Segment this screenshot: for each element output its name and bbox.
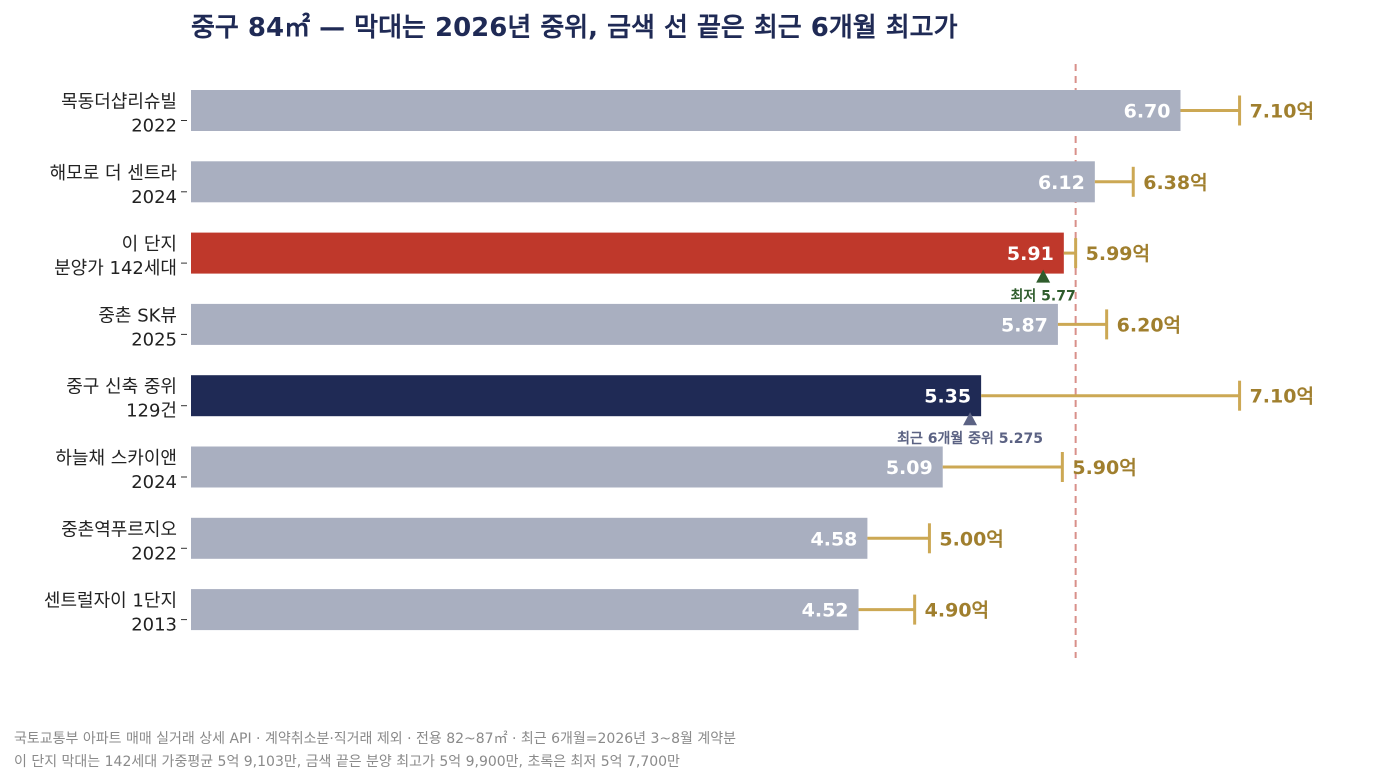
footnote-1: 국토교통부 아파트 매매 실거래 상세 API · 계약취소분·직거래 제외 ·… (14, 731, 736, 747)
bar (191, 161, 1095, 203)
category-sublabel: 2022 (131, 116, 177, 137)
bar (191, 90, 1181, 131)
bar-value-label: 4.58 (811, 528, 858, 550)
category-sublabel: 2025 (131, 329, 177, 350)
annotation-marker (1036, 269, 1051, 283)
category-sublabel: 2013 (131, 615, 177, 636)
category-label: 중구 신축 중위 (66, 377, 177, 398)
category-label: 중촌 SK뷰 (98, 305, 177, 326)
annotation-marker (963, 412, 978, 426)
category-label: 목동더샵리슈빌 (61, 92, 177, 113)
bar (191, 446, 943, 488)
bar (191, 232, 1064, 274)
bar-value-label: 6.70 (1124, 101, 1171, 123)
category-sublabel: 분양가 142세대 (54, 258, 177, 279)
category-sublabel: 2024 (131, 472, 177, 493)
chart-title: 중구 84㎡ — 막대는 2026년 중위, 금색 선 끝은 최근 6개월 최고… (191, 12, 958, 43)
bar-value-label: 5.35 (924, 386, 971, 408)
category-label: 센트럴자이 1단지 (44, 591, 177, 612)
category-label: 이 단지 (122, 234, 177, 255)
max-value-label: 5.00억 (939, 528, 1003, 550)
bar-value-label: 5.91 (1007, 243, 1054, 265)
max-value-label: 6.38억 (1143, 172, 1207, 194)
bar-value-label: 4.52 (802, 600, 849, 622)
max-value-label: 6.20억 (1117, 314, 1181, 336)
bar-value-label: 6.12 (1038, 172, 1085, 194)
category-sublabel: 2024 (131, 187, 177, 208)
bar-value-label: 5.87 (1001, 314, 1048, 336)
max-value-label: 7.10억 (1250, 101, 1314, 123)
max-value-label: 4.90억 (925, 600, 989, 622)
category-sublabel: 2022 (131, 543, 177, 564)
category-sublabel: 129건 (126, 401, 177, 422)
annotation-label: 최저 5.77 (1011, 289, 1076, 305)
bar-value-label: 5.09 (886, 457, 933, 479)
bar (191, 517, 868, 559)
annotation-label: 최근 6개월 중위 5.275 (897, 430, 1043, 447)
category-label: 중촌역푸르지오 (61, 519, 177, 540)
bar (191, 375, 982, 417)
bar (191, 589, 859, 631)
category-label: 해모로 더 센트라 (50, 163, 178, 184)
max-value-label: 7.10억 (1250, 386, 1314, 408)
category-label: 하늘채 스카이앤 (55, 448, 177, 469)
max-value-label: 5.99억 (1086, 243, 1150, 265)
footnote-2: 이 단지 막대는 142세대 가중평균 5억 9,103만, 금색 끝은 분양 … (14, 754, 680, 770)
bar (191, 303, 1058, 345)
max-value-label: 5.90억 (1072, 457, 1136, 479)
